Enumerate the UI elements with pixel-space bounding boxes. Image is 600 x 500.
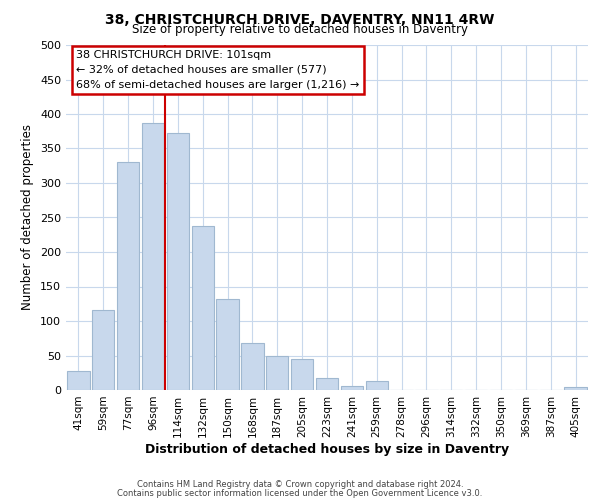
Bar xyxy=(92,310,115,390)
Y-axis label: Number of detached properties: Number of detached properties xyxy=(22,124,34,310)
Bar xyxy=(117,162,139,390)
Bar xyxy=(266,356,289,390)
Bar xyxy=(217,299,239,390)
Text: 38, CHRISTCHURCH DRIVE, DAVENTRY, NN11 4RW: 38, CHRISTCHURCH DRIVE, DAVENTRY, NN11 4… xyxy=(106,12,494,26)
Text: Contains HM Land Registry data © Crown copyright and database right 2024.: Contains HM Land Registry data © Crown c… xyxy=(137,480,463,489)
Bar xyxy=(191,226,214,390)
Bar xyxy=(341,386,363,390)
Bar xyxy=(316,378,338,390)
Text: Size of property relative to detached houses in Daventry: Size of property relative to detached ho… xyxy=(132,22,468,36)
Bar xyxy=(142,123,164,390)
Text: 38 CHRISTCHURCH DRIVE: 101sqm
← 32% of detached houses are smaller (577)
68% of : 38 CHRISTCHURCH DRIVE: 101sqm ← 32% of d… xyxy=(76,50,360,90)
Bar xyxy=(291,359,313,390)
Bar xyxy=(241,343,263,390)
Bar xyxy=(67,372,89,390)
X-axis label: Distribution of detached houses by size in Daventry: Distribution of detached houses by size … xyxy=(145,442,509,456)
Bar xyxy=(365,381,388,390)
Text: Contains public sector information licensed under the Open Government Licence v3: Contains public sector information licen… xyxy=(118,488,482,498)
Bar xyxy=(167,132,189,390)
Bar xyxy=(565,386,587,390)
